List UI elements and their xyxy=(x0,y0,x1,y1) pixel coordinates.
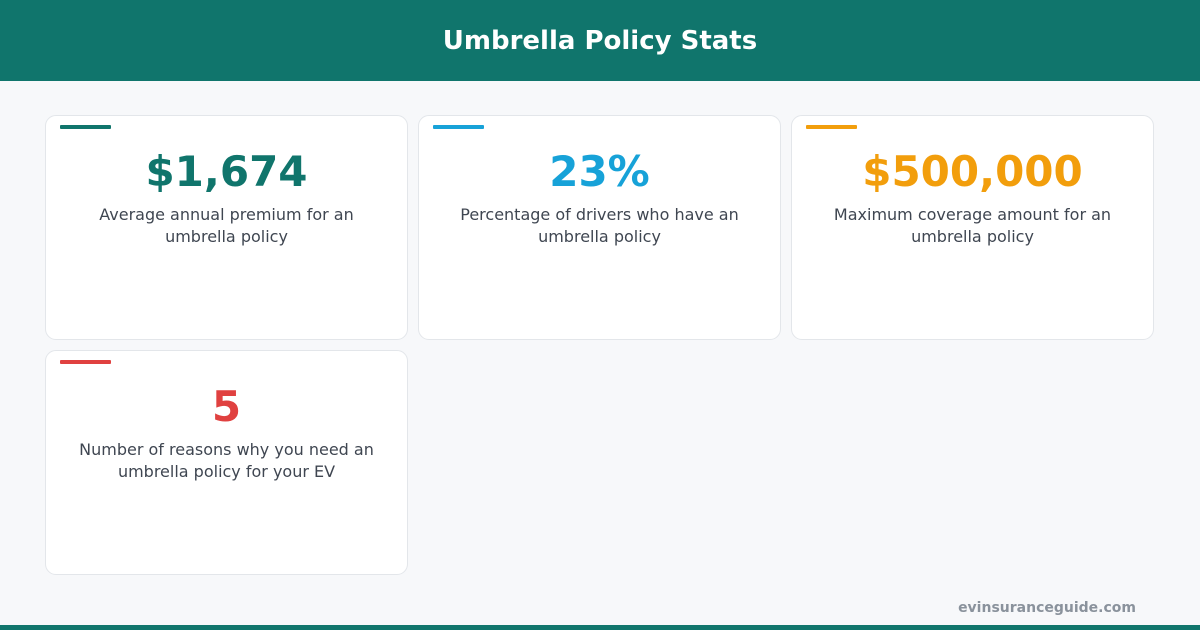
source-url: evinsuranceguide.com xyxy=(958,600,1136,616)
bottom-accent-bar xyxy=(0,625,1200,630)
stat-value: $1,674 xyxy=(145,147,308,196)
header-banner: Umbrella Policy Stats xyxy=(0,0,1200,81)
stat-description: Number of reasons why you need an umbrel… xyxy=(79,440,374,481)
stat-description: Maximum coverage amount for an umbrella … xyxy=(833,205,1112,246)
stat-value: $500,000 xyxy=(862,147,1083,196)
stat-card-coverage: $500,000 Maximum coverage amount for an … xyxy=(791,115,1154,340)
stat-value: 23% xyxy=(549,147,650,196)
page-title: Umbrella Policy Stats xyxy=(442,25,758,56)
stat-card-reasons: 5 Number of reasons why you need an umbr… xyxy=(45,350,408,575)
card-accent-bar xyxy=(806,125,857,129)
card-accent-bar xyxy=(60,125,111,129)
stat-card-drivers: 23% Percentage of drivers who have an um… xyxy=(418,115,781,340)
stat-card-premium: $1,674 Average annual premium for an umb… xyxy=(45,115,408,340)
stat-description: Percentage of drivers who have an umbrel… xyxy=(460,205,739,246)
card-accent-bar xyxy=(433,125,484,129)
card-accent-bar xyxy=(60,360,111,364)
stat-description: Average annual premium for an umbrella p… xyxy=(99,205,354,246)
stat-value: 5 xyxy=(211,382,242,431)
